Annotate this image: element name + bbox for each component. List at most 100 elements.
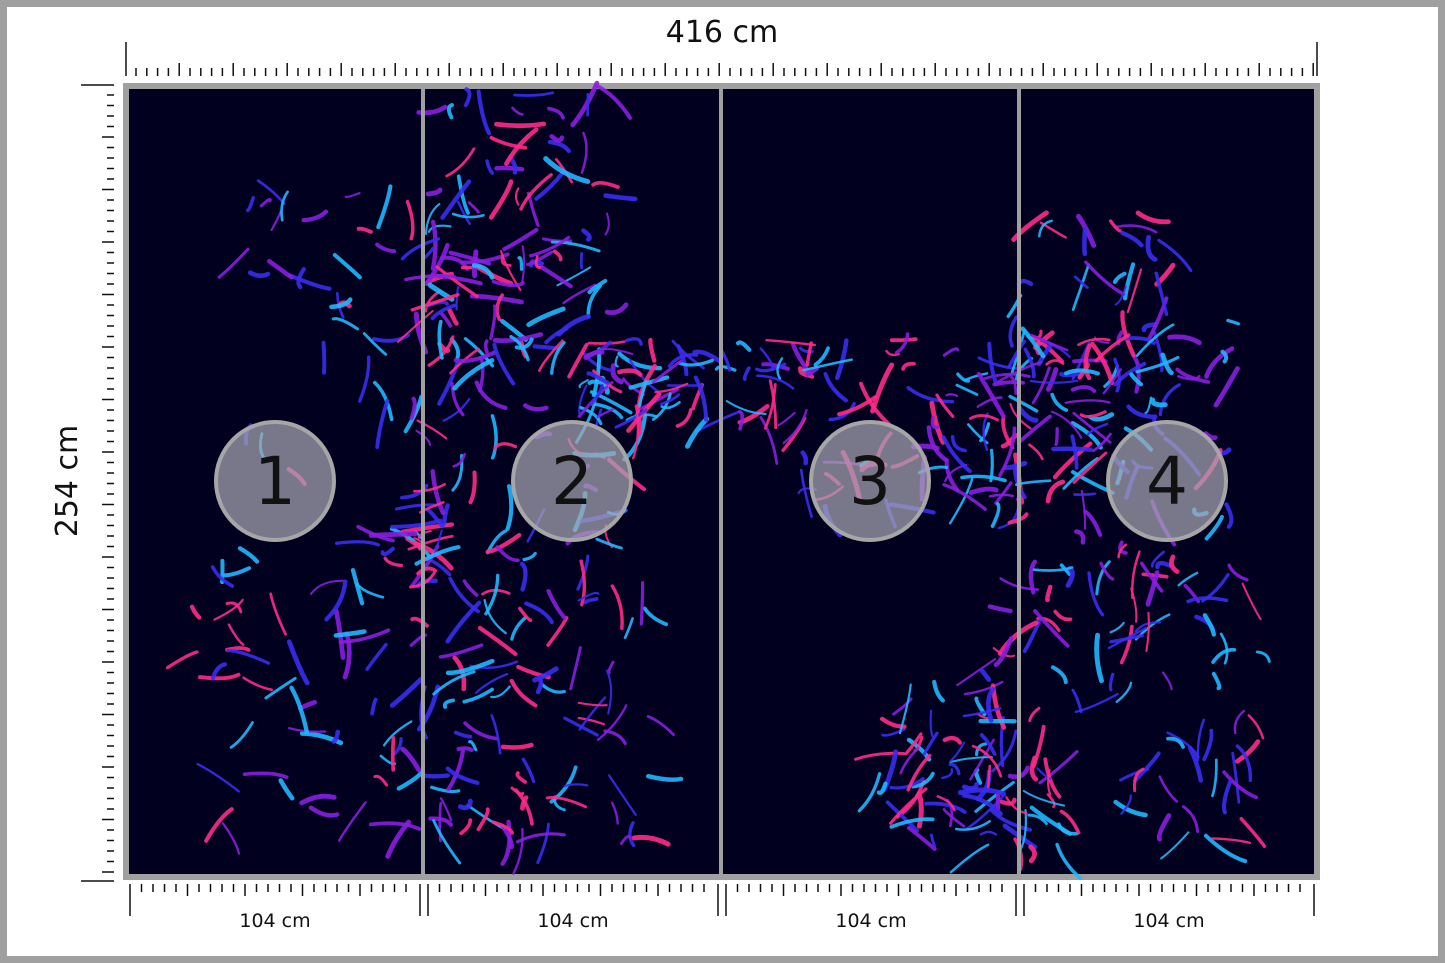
neon-stroke	[735, 340, 752, 352]
neon-stroke	[518, 606, 533, 623]
neon-stroke	[859, 381, 892, 427]
neon-stroke	[1074, 692, 1119, 714]
neon-stroke	[474, 672, 509, 694]
neon-stroke	[1077, 362, 1090, 380]
neon-stroke	[242, 771, 289, 779]
neon-stroke	[639, 581, 645, 626]
neon-stroke	[949, 843, 990, 874]
neon-stroke	[906, 753, 932, 792]
neon-stroke	[355, 582, 385, 599]
neon-stroke	[955, 383, 979, 396]
neon-stroke	[446, 103, 454, 120]
neon-stroke	[979, 733, 997, 756]
neon-stroke	[1045, 359, 1065, 366]
neon-stroke	[441, 503, 450, 526]
neon-stroke	[1047, 768, 1052, 796]
neon-stroke	[409, 396, 417, 421]
neon-stroke	[451, 212, 485, 219]
neon-stroke	[338, 628, 391, 644]
neon-stroke	[510, 615, 528, 641]
neon-stroke	[495, 293, 504, 322]
neon-stroke	[1167, 334, 1202, 346]
neon-stroke	[1203, 431, 1218, 441]
neon-stroke	[969, 738, 995, 781]
panel-number: 2	[551, 443, 593, 520]
neon-stroke	[1235, 744, 1253, 783]
neon-stroke	[617, 368, 643, 377]
neon-stroke	[835, 338, 849, 380]
neon-stroke	[1094, 333, 1131, 363]
panel-width-label: 104 cm	[239, 910, 310, 932]
neon-stroke	[601, 348, 634, 355]
neon-stroke	[623, 617, 634, 640]
neon-stroke	[242, 676, 274, 692]
neon-stroke	[362, 332, 388, 356]
neon-stroke	[957, 787, 1007, 797]
neon-stroke	[1102, 368, 1122, 395]
neon-stroke	[1095, 560, 1111, 596]
neon-stroke	[942, 808, 966, 828]
neon-stroke	[591, 180, 620, 189]
neon-stroke	[1204, 346, 1235, 379]
neon-stroke	[577, 701, 608, 707]
neon-stroke	[976, 371, 1006, 419]
neon-stroke	[1226, 318, 1240, 326]
neon-stroke	[1062, 457, 1099, 490]
neon-stroke	[1033, 609, 1070, 648]
neon-stroke	[614, 408, 648, 429]
neon-stroke	[344, 192, 361, 198]
neon-stroke	[494, 121, 547, 129]
neon-stroke	[646, 715, 675, 737]
neon-stroke	[854, 751, 905, 761]
neon-stroke	[813, 346, 830, 367]
neon-stroke	[583, 597, 599, 605]
neon-stroke	[500, 742, 534, 750]
neon-stroke	[604, 212, 610, 236]
neon-stroke	[675, 408, 693, 428]
neon-stroke	[165, 650, 199, 670]
neon-stroke	[1045, 479, 1066, 504]
neon-stroke	[1160, 352, 1174, 376]
neon-stroke	[1031, 366, 1051, 405]
neon-stroke	[628, 375, 670, 390]
neon-stroke	[532, 666, 559, 683]
neon-stroke	[1109, 633, 1144, 644]
neon-stroke	[987, 604, 1013, 614]
neon-stroke	[543, 156, 591, 184]
neon-stroke	[1109, 621, 1125, 634]
neon-stroke	[901, 361, 916, 371]
neon-stroke	[504, 127, 539, 166]
neon-stroke	[430, 303, 457, 321]
neon-stroke	[333, 629, 367, 638]
neon-stroke	[463, 87, 472, 108]
neon-stroke	[400, 522, 455, 534]
neon-stroke	[280, 190, 289, 222]
neon-stroke	[1156, 813, 1172, 842]
neon-stroke	[998, 426, 1017, 478]
neon-stroke	[802, 358, 853, 372]
neon-stroke	[554, 158, 574, 184]
neon-stroke	[1119, 624, 1134, 665]
neon-stroke	[1166, 731, 1200, 759]
neon-stroke	[521, 245, 526, 283]
neon-stroke	[225, 601, 243, 614]
neon-stroke	[425, 507, 445, 529]
neon-stroke	[1132, 767, 1145, 793]
neon-stroke	[489, 304, 497, 341]
neon-stroke	[440, 179, 472, 220]
neon-stroke	[456, 746, 474, 752]
neon-stroke	[1120, 230, 1144, 248]
neon-stroke	[435, 265, 479, 298]
neon-stroke	[974, 742, 988, 757]
neon-stroke	[556, 314, 591, 337]
neon-stroke	[949, 756, 993, 764]
neon-stroke	[1162, 671, 1173, 691]
neon-stroke	[1082, 227, 1088, 257]
panel-badges: 1 2 3 4	[214, 420, 1228, 542]
neon-stroke	[782, 408, 808, 445]
neon-stroke	[1074, 529, 1086, 545]
neon-stroke	[491, 279, 525, 288]
neon-stroke	[210, 662, 227, 681]
neon-stroke	[445, 147, 476, 178]
neon-stroke	[1235, 739, 1261, 764]
